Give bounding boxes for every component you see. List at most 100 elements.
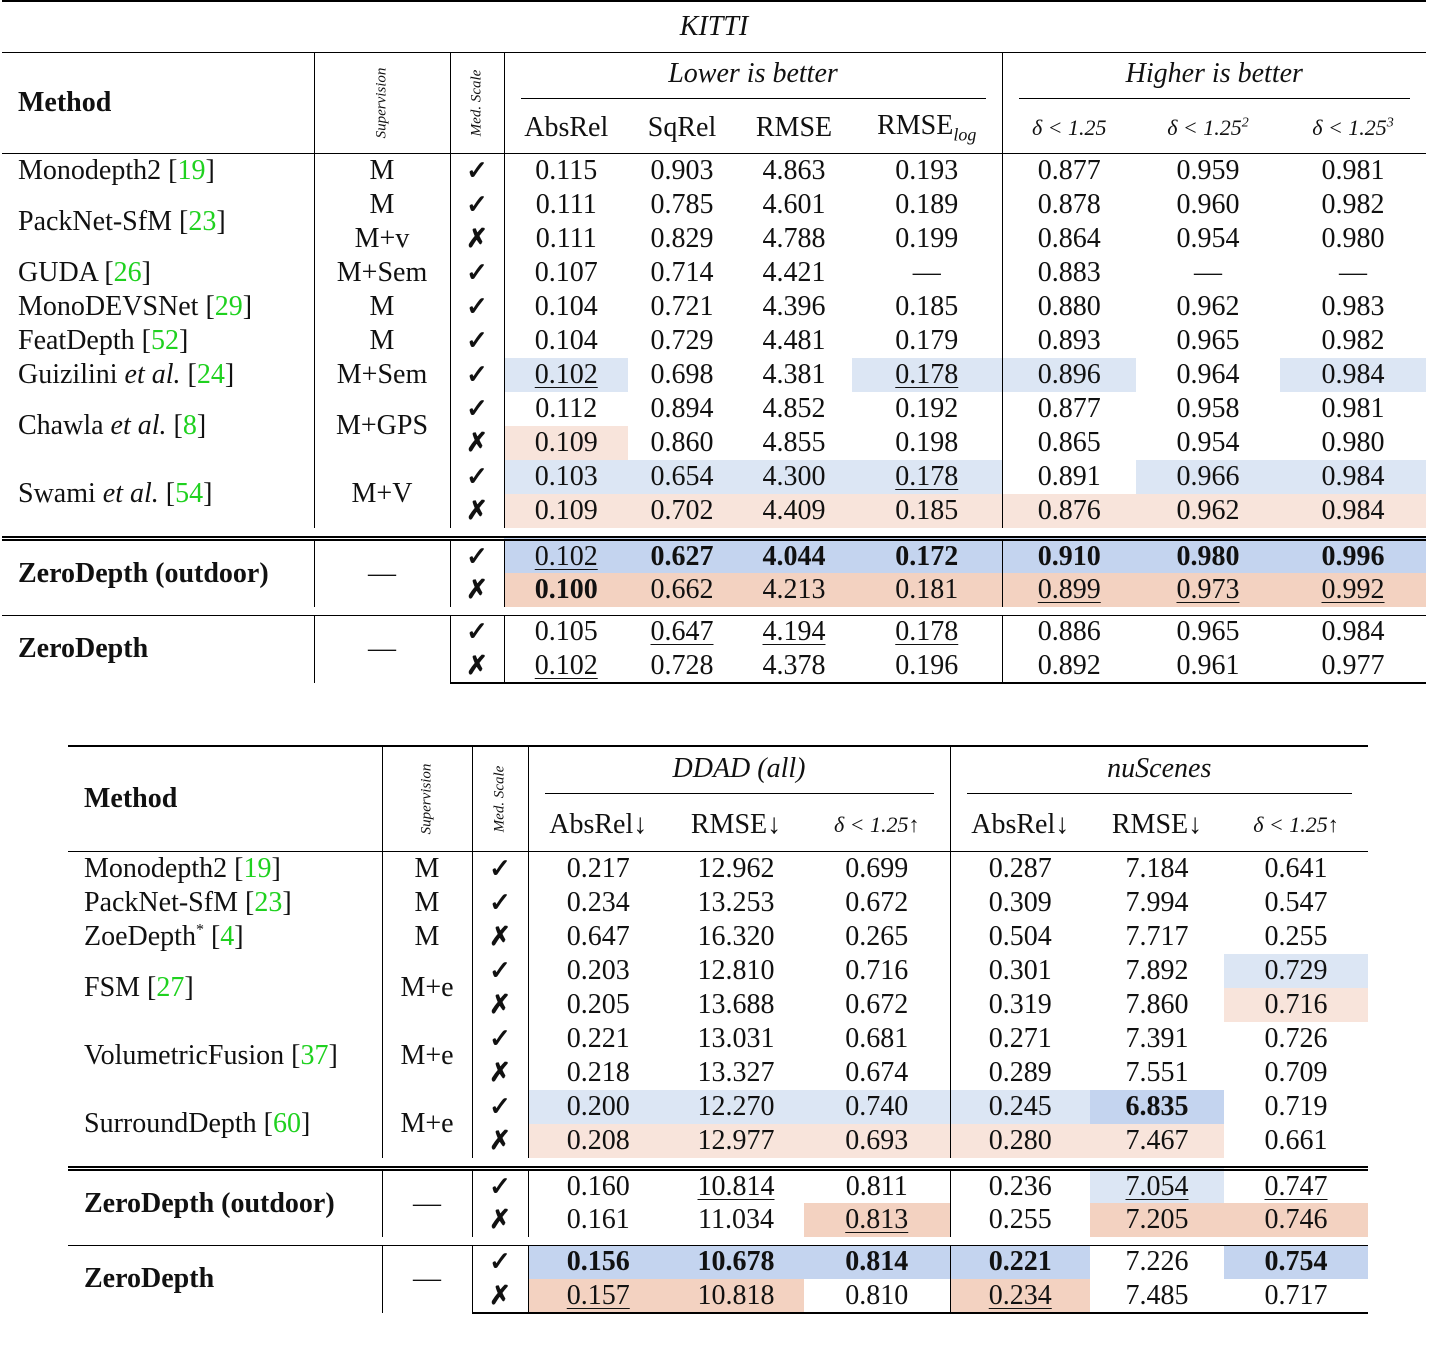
- value-cell: 0.785: [650, 188, 714, 220]
- citation-link[interactable]: 19: [243, 852, 272, 884]
- value-cell: 0.674: [804, 1055, 951, 1090]
- supervision-cell: M+Sem: [314, 357, 451, 392]
- med-scale-cell: ✗: [450, 572, 505, 607]
- value-cell: 0.977: [1280, 649, 1427, 684]
- value-cell: 0.218: [566, 1056, 630, 1088]
- value-cell: 0.865: [1037, 426, 1101, 458]
- med-scale-cell: ✓: [450, 255, 505, 290]
- supervision-cell: M+GPS: [314, 391, 451, 460]
- value-cell: 0.192: [852, 391, 1003, 426]
- value-cell: 0.910: [1002, 535, 1136, 573]
- value-cell: 0.891: [1037, 460, 1101, 492]
- method-cell: Swami et al. [54]: [2, 459, 315, 528]
- value-cell: 0.965: [1136, 614, 1280, 649]
- value-cell: 0.641: [1224, 851, 1368, 886]
- citation-link[interactable]: 60: [272, 1107, 301, 1139]
- table-row: Chawla et al. [8] M+GPS ✓ 0.112 0.894 4.852 0.…: [2, 391, 1426, 460]
- table-row: ZoeDepth* [4] M ✗ 0.647 16.320 0.265 0.504 7.71…: [68, 919, 1368, 954]
- value-cell: 0.100: [504, 572, 628, 607]
- value-cell: 4.378: [736, 649, 852, 684]
- col-ddad-rmse: RMSE↓: [690, 809, 782, 840]
- method-cell: ZeroDepth (outdoor): [68, 1165, 383, 1237]
- kitti-table: KITTI Method Supervision Med. Scale Lowe…: [2, 0, 1427, 684]
- table-row: Swami et al. [54] M+V ✓ 0.103 0.654 4.300 0.17…: [2, 459, 1427, 528]
- method-name: GUDA: [18, 256, 98, 288]
- table-row: ✗ 0.157 10.818 0.810 0.234 7.485 0.717: [68, 1279, 1368, 1314]
- value-cell: 0.883: [1037, 256, 1101, 288]
- citation-link[interactable]: 27: [156, 971, 185, 1003]
- med-scale-cell: ✗: [472, 1123, 529, 1158]
- value-cell: 13.253: [697, 886, 775, 918]
- method-name: Monodepth2: [84, 852, 228, 884]
- citation-link[interactable]: 29: [214, 290, 243, 322]
- value-cell: 0.109: [504, 493, 628, 528]
- value-cell: 0.102: [504, 649, 628, 684]
- med-scale-cell: ✓: [450, 357, 505, 392]
- col-nus-delta: δ < 1.25↑: [1253, 812, 1339, 837]
- value-cell: 0.547: [1264, 886, 1328, 918]
- med-scale-cell: ✓: [450, 391, 505, 426]
- value-cell: 0.860: [650, 426, 714, 458]
- value-cell: 0.982: [1321, 188, 1385, 220]
- table-row: M+v ✗ 0.111 0.829 4.788 0.199 0.864 0.954 0.980: [2, 221, 1426, 256]
- value-cell: 0.740: [804, 1089, 951, 1124]
- table-row: ✗ 0.109 0.860 4.855 0.198 0.865 0.954 0.980: [2, 425, 1426, 460]
- value-cell: 0.698: [650, 358, 714, 390]
- value-cell: 0.199: [852, 221, 1003, 256]
- method-cell: ZoeDepth* [4]: [68, 919, 383, 954]
- citation-link[interactable]: 37: [300, 1039, 329, 1071]
- method-cell: GUDA [26]: [2, 255, 315, 290]
- value-cell: 13.688: [697, 988, 775, 1020]
- med-scale-header: Med. Scale: [468, 69, 485, 137]
- value-cell: 12.977: [668, 1123, 804, 1158]
- table-row: ZeroDepth — ✓ 0.105 0.647 4.194 0.178 0.886 0.96…: [2, 614, 1427, 683]
- citation-link[interactable]: 24: [196, 358, 225, 390]
- method-cell: PackNet-SfM [23]: [68, 885, 383, 920]
- value-cell: 0.964: [1176, 358, 1240, 390]
- value-cell: 0.104: [534, 324, 598, 356]
- value-cell: 0.172: [852, 535, 1003, 573]
- citation-link[interactable]: 23: [254, 886, 283, 918]
- citation-link[interactable]: 26: [113, 256, 142, 288]
- value-cell: 0.728: [628, 649, 736, 684]
- value-cell: 10.818: [668, 1279, 804, 1314]
- citation-link[interactable]: 4: [220, 920, 235, 952]
- value-cell: 0.980: [1321, 426, 1385, 458]
- value-cell: 0.198: [852, 425, 1003, 460]
- citation-link[interactable]: 52: [150, 324, 179, 356]
- table-row: ✗ 0.102 0.728 4.378 0.196 0.892 0.961 0.977: [2, 649, 1427, 684]
- value-cell: 0.504: [988, 920, 1052, 952]
- med-scale-cell: ✗: [450, 649, 505, 684]
- value-cell: 4.194: [736, 614, 852, 649]
- value-cell: 0.814: [804, 1244, 951, 1279]
- method-header: Method: [2, 52, 315, 154]
- table-row: Monodepth2 [19] M ✓ 0.115 0.903 4.863 0.193 0.8…: [2, 153, 1427, 188]
- supervision-cell: M+V: [314, 459, 451, 528]
- value-cell: 0.203: [566, 954, 630, 986]
- method-cell: Monodepth2 [19]: [2, 153, 315, 188]
- value-cell: 0.958: [1176, 392, 1240, 424]
- value-cell: 0.992: [1280, 572, 1427, 607]
- citation-link[interactable]: 8: [182, 409, 197, 441]
- value-cell: —: [852, 255, 1003, 290]
- value-cell: 0.178: [852, 614, 1003, 649]
- table-row: GUDA [26] M+Sem ✓ 0.107 0.714 4.421 — 0.883 — —: [2, 255, 1426, 290]
- method-name: VolumetricFusion: [84, 1039, 285, 1071]
- method-name: FeatDepth: [18, 324, 135, 356]
- method-name: ZoeDepth: [84, 920, 196, 952]
- value-cell: 0.962: [1136, 493, 1280, 528]
- value-cell: 4.863: [736, 153, 852, 188]
- value-cell: 10.814: [668, 1165, 804, 1203]
- citation-link[interactable]: 19: [177, 154, 206, 186]
- value-cell: 7.054: [1090, 1165, 1224, 1203]
- citation-link[interactable]: 54: [175, 477, 204, 509]
- value-cell: 4.300: [736, 459, 852, 494]
- value-cell: 0.111: [535, 222, 597, 254]
- value-cell: 0.221: [950, 1244, 1090, 1279]
- supervision-cell: M+e: [382, 953, 473, 1022]
- citation-link[interactable]: 23: [188, 205, 217, 237]
- method-cell: Monodepth2 [19]: [68, 851, 383, 886]
- method-name: Guizilini: [18, 358, 118, 390]
- value-cell: 0.271: [988, 1022, 1052, 1054]
- col-nus-rmse: RMSE↓: [1111, 809, 1203, 840]
